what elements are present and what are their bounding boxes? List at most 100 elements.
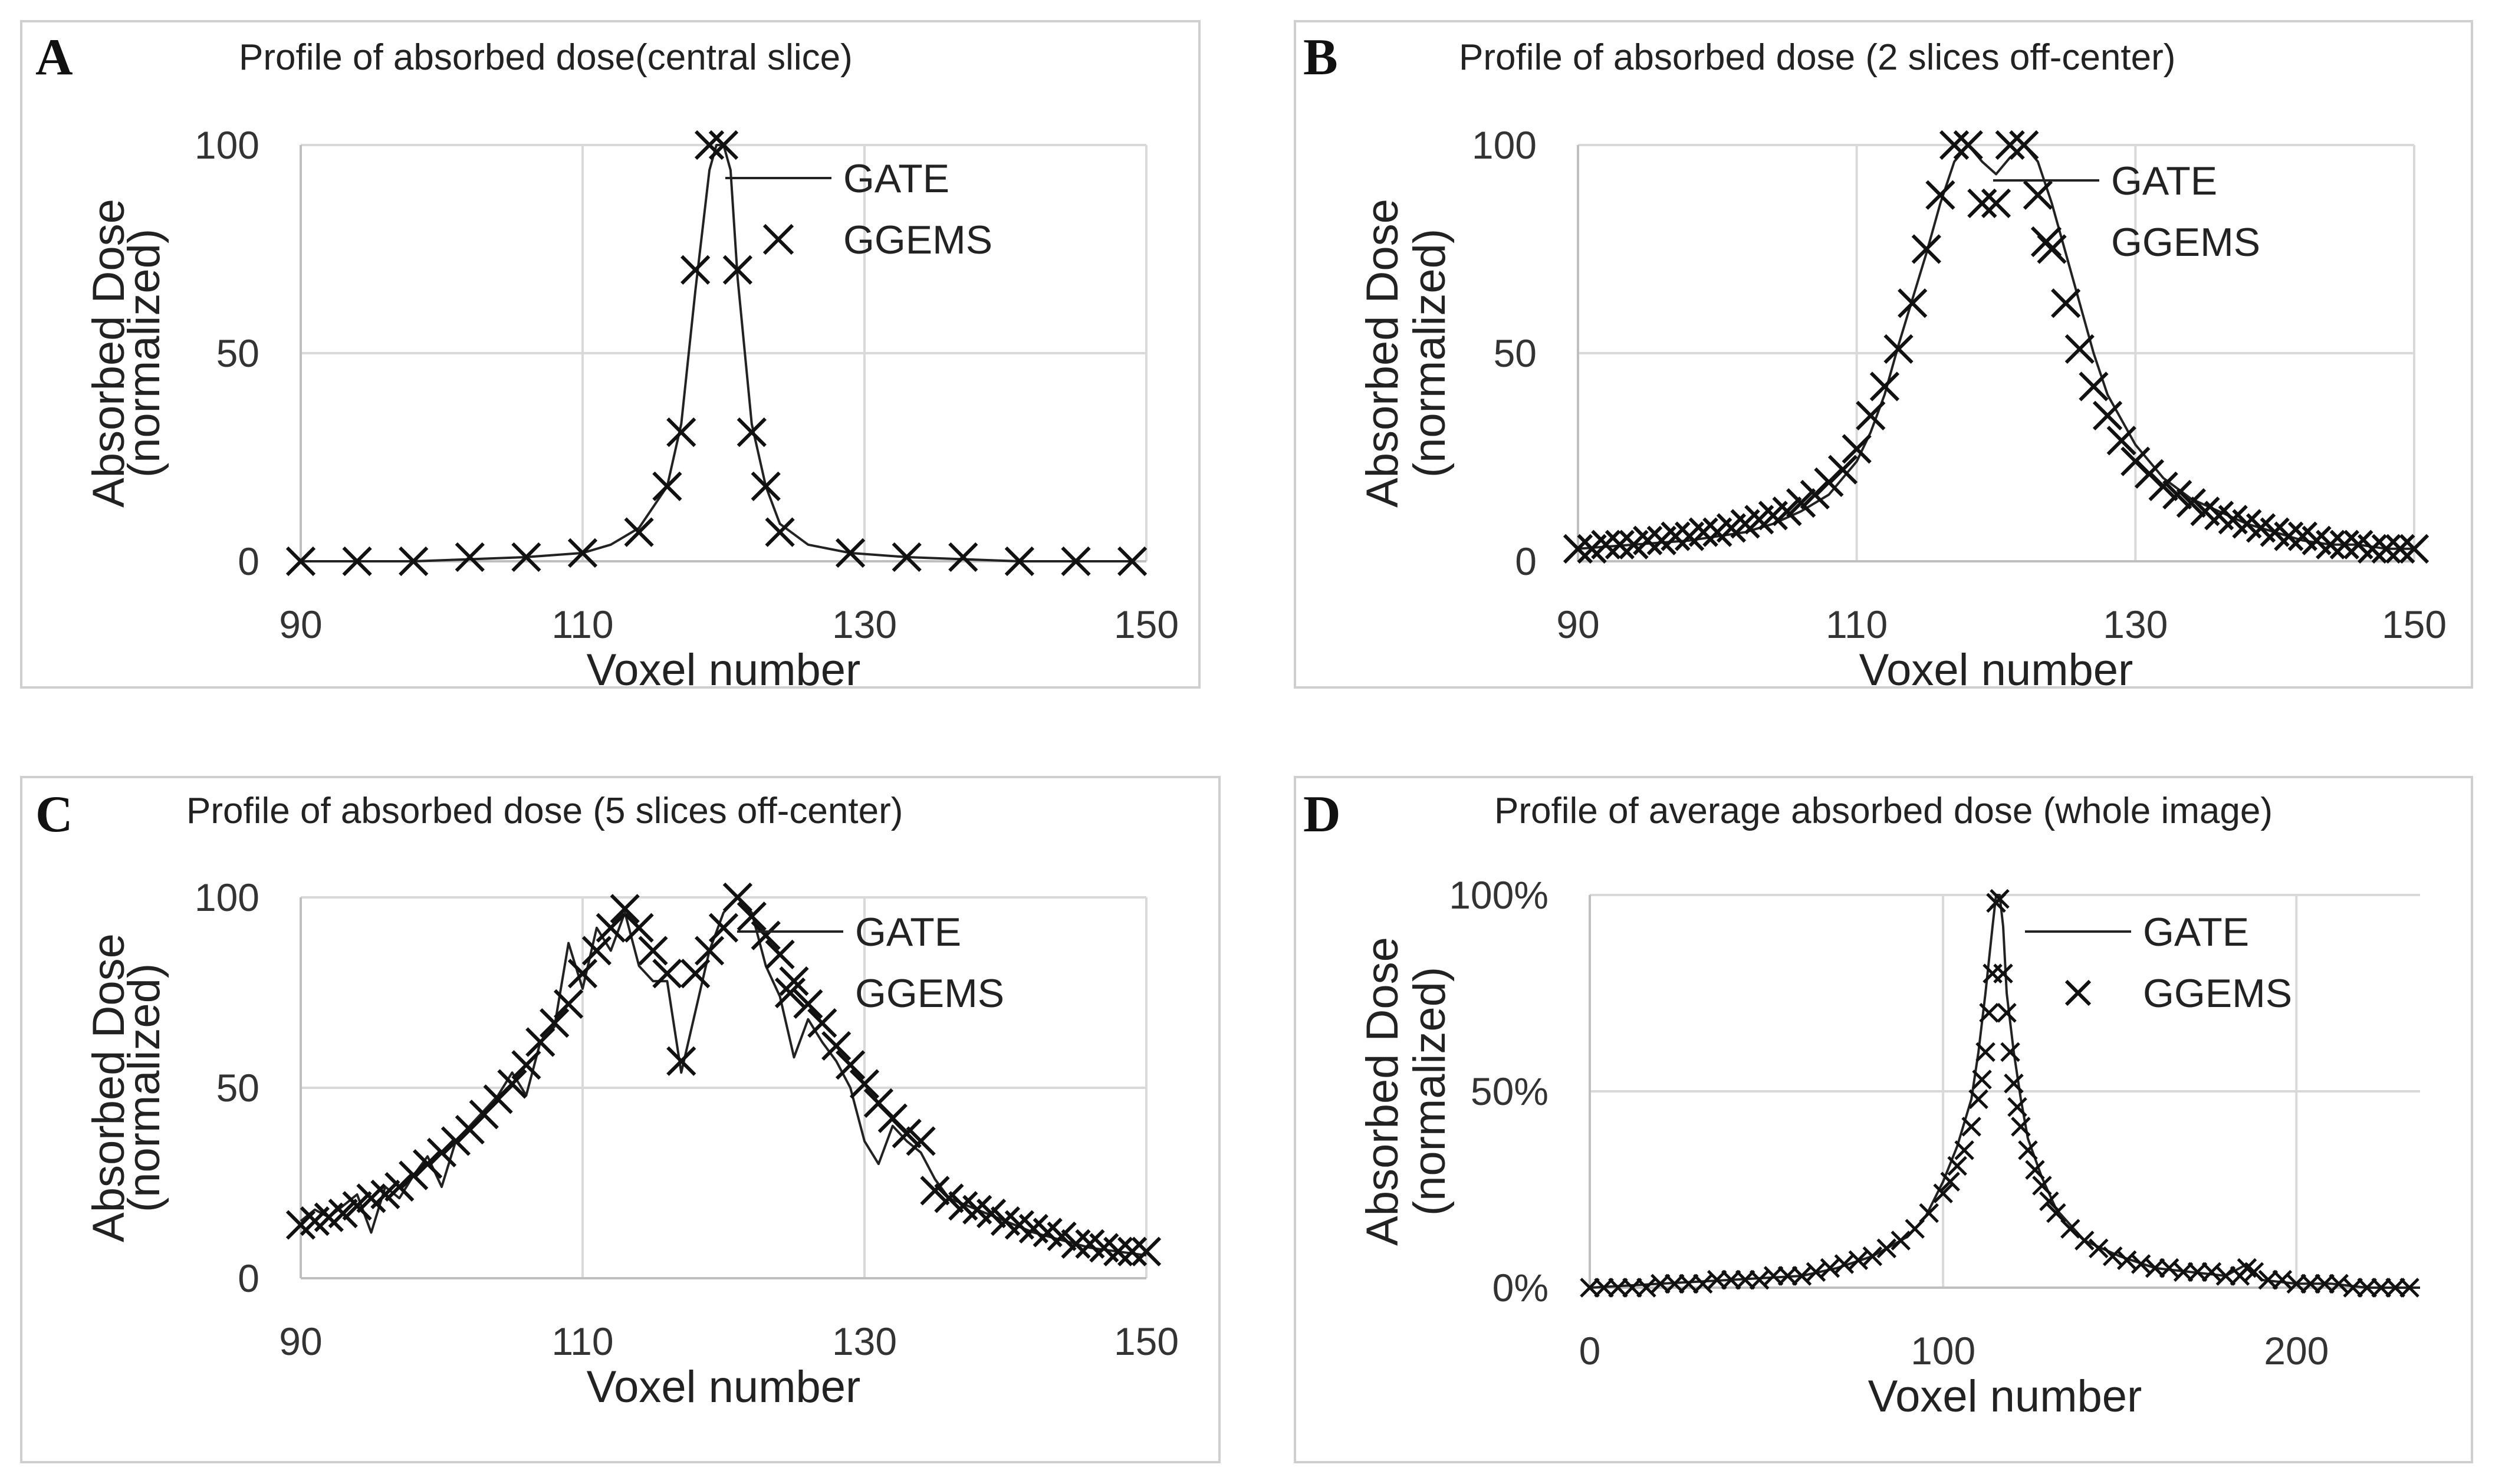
ggems-point [1061,546,1091,577]
ggems-point [2315,1274,2335,1294]
ggems-point [370,1179,400,1210]
ggems-point [610,894,640,924]
ggems-point [807,1008,837,1038]
legend-ggems-label: GGEMS [855,971,1004,1016]
ggems-point [1947,1156,1967,1176]
ggems-point [624,517,654,547]
panel-d: 0% 50% 100% 0 100 200 D Profile of average abso… [1294,776,2473,1463]
ggems-point [2064,334,2095,364]
ggems-point [765,517,795,547]
ggems-point [638,936,668,966]
ggems-point [1979,1003,1999,1023]
ggems-point [1981,188,2011,218]
ggems-point [2011,1117,2031,1137]
ggems-point [1993,963,2013,983]
ggems-point [2039,1191,2059,1212]
x-tick-label: 130 [832,603,897,646]
ggems-point [708,913,739,943]
ggems-point [2004,1073,2024,1094]
legend-gate-label: GATE [843,156,949,201]
ggems-point [1919,1203,1939,1223]
ggems-point [1834,1254,1855,1274]
y-axis-label: Absorbed Dose [1357,937,1408,1246]
ggems-point [2176,488,2206,518]
ggems-point [2131,1254,2151,1274]
ggems-point [652,959,682,989]
ggems-point [1869,371,1900,402]
ggems-point [1608,1278,1628,1298]
ggems-point [624,913,654,943]
ggems-point [2000,1042,2020,1062]
ggems-point [1925,180,1955,210]
panel-c: 0 50 100 90 110 130 150 C Profile of absorbed do… [20,776,1221,1463]
ggems-point [525,1027,555,1057]
x-tick-label: 130 [2103,603,2168,646]
ggems-point [835,538,866,568]
ggems-point [666,417,696,447]
ggems-point [2300,1274,2321,1294]
ggems-point [1772,496,1802,527]
ggems-point [1898,288,1928,318]
ggems-point [455,542,485,572]
panels: 0 50 100 90 110 130 150 A Profile of absorbed do… [20,20,2473,1463]
ggems-point [779,966,809,996]
ggems-point [1692,1274,1713,1294]
panel-letter: B [1303,29,1338,86]
ggems-point [1735,1269,1755,1290]
ggems-point [1580,1278,1600,1298]
ggems-point [892,542,922,572]
ggems-point [2060,1219,2080,1239]
ggems-point [2343,1278,2363,1298]
chart-title: Profile of absorbed dose (2 slices off-c… [1459,37,2175,78]
x-tick-label: 200 [2264,1329,2329,1373]
ggems-point [1990,889,2010,909]
ggems-point [2007,1097,2027,1117]
ggems-point [906,1126,936,1156]
ggems-point [1103,1236,1133,1266]
y-tick-label: 0% [1492,1266,1549,1309]
ggems-point [581,936,612,966]
ggems-point [694,936,725,966]
ggems-point [511,542,541,572]
legend-gate-label: GATE [855,910,961,955]
legend-ggems-label: GGEMS [843,218,992,262]
ggems-point [2173,1262,2194,1282]
ggems-point [2145,1258,2165,1278]
ggems-point [1707,1269,1727,1290]
ggems-point [1933,1183,1953,1203]
panel-frame [1294,776,2473,1463]
ggems-point [2399,534,2429,564]
legend-ggems-swatch [2030,226,2062,258]
x-tick-label: 90 [279,603,322,646]
ggems-point [1688,517,1718,547]
ggems-point [2357,1278,2377,1298]
ggems-point [1842,434,1872,464]
chart-title: Profile of average absorbed dose (whole … [1494,791,2273,831]
legend-gate-label: GATE [2143,910,2249,955]
ggems-point [1876,1238,1897,1259]
ggems-point [849,1069,880,1099]
ggems-point [2399,1278,2419,1298]
ggems-point [2286,1274,2307,1294]
chart-title: Profile of absorbed dose (5 slices off-c… [186,791,903,831]
ggems-point [708,130,739,160]
ggems-point [2371,1278,2391,1298]
legend-ggems-label: GGEMS [2143,971,2292,1016]
y-tick-label: 100 [195,876,259,919]
ggems-point [2046,1203,2066,1223]
y-tick-label: 100% [1449,873,1549,917]
ggems-point [399,1160,429,1190]
ggems-point [948,542,978,572]
ggems-point [2274,521,2304,551]
x-tick-label: 110 [551,603,613,646]
x-axis-label: Voxel number [1868,1371,2142,1422]
x-tick-label: 150 [1114,603,1179,646]
ggems-point [1862,1246,1883,1266]
ggems-point [540,1008,570,1038]
legend-ggems-label: GGEMS [2111,220,2260,265]
ggems-point [2159,1258,2179,1278]
ggems-point [2051,288,2081,318]
ggems-point [1953,130,1983,160]
ggems-point [1661,521,1691,551]
